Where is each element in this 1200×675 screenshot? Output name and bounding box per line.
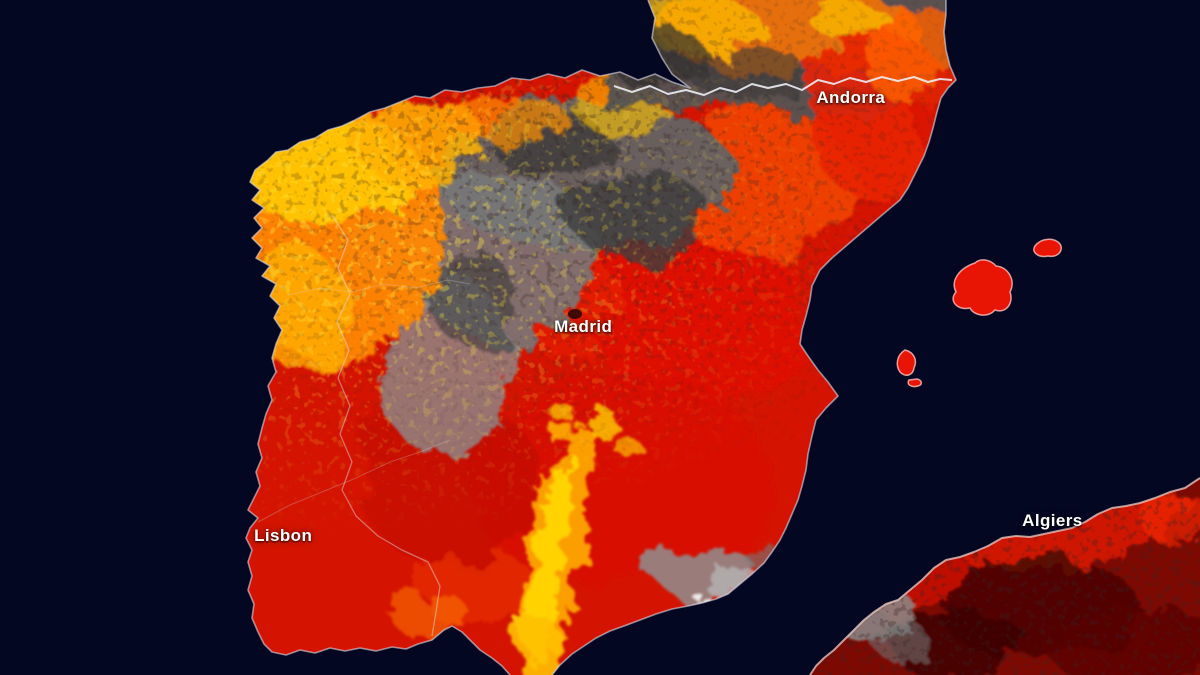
- tagus-river-line: [257, 439, 451, 523]
- balearic-islands: [896, 238, 1062, 388]
- menorca-island: [1033, 238, 1062, 258]
- ibiza-island: [896, 349, 917, 376]
- africa-coastline: [809, 477, 1200, 675]
- portugal-spain-border-line: [331, 214, 441, 637]
- madrid-city-dot: [568, 309, 582, 319]
- douro-river-line: [287, 279, 471, 296]
- coastline: [245, 0, 957, 675]
- mallorca-island: [952, 259, 1013, 316]
- formentera-island: [907, 378, 922, 388]
- pyrenees-border-line: [613, 76, 953, 96]
